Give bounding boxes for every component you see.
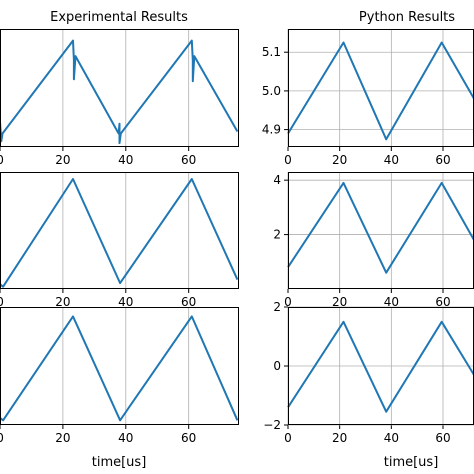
x-tick-label: 40 [384, 295, 399, 309]
x-tick-label: 40 [384, 431, 399, 445]
x-tick-label: 0 [284, 153, 292, 167]
series-line [0, 315, 239, 422]
y-tick-label: −2 [263, 418, 281, 432]
y-tick-label: 5.0 [262, 84, 281, 98]
x-tick-label: 60 [435, 153, 450, 167]
axes-frame [0, 172, 239, 289]
series-line [287, 181, 474, 274]
x-tick-label: 0 [0, 153, 4, 167]
title-python-results: Python Results [359, 10, 455, 25]
x-tick-label: 20 [55, 153, 70, 167]
y-tick-label: 4.9 [262, 123, 281, 137]
x-tick-label: 40 [384, 153, 399, 167]
axes-frame [0, 307, 239, 425]
y-tick-label: 2 [273, 300, 281, 314]
x-tick-label: 40 [118, 295, 133, 309]
title-experimental-results: Experimental Results [50, 10, 188, 25]
y-tick-label: 2 [273, 228, 281, 242]
xlabel-right: time[us] [384, 455, 439, 470]
y-tick-label: 0 [273, 359, 281, 373]
x-tick-label: 60 [181, 153, 196, 167]
x-tick-label: 60 [181, 431, 196, 445]
x-tick-label: 20 [55, 295, 70, 309]
x-tick-label: 0 [284, 431, 292, 445]
x-tick-label: 60 [435, 431, 450, 445]
series-line [0, 39, 239, 145]
series-line [287, 320, 474, 413]
panel-6: 0 20 40 60−202 [263, 300, 474, 445]
x-tick-label: 40 [118, 431, 133, 445]
x-tick-label: 40 [118, 153, 133, 167]
panel-2: 0 20 40 60 4.9 5.0 5.1 [262, 29, 474, 167]
xlabel-left: time[us] [92, 455, 147, 470]
panel-3: 0 20 40 60 [0, 172, 239, 309]
axes-frame [0, 29, 239, 147]
x-tick-label: 20 [55, 431, 70, 445]
x-tick-label: 60 [435, 295, 450, 309]
y-tick-label: 5.1 [262, 45, 281, 59]
x-tick-label: 0 [0, 431, 4, 445]
panel-1: 0 20 40 60 [0, 29, 239, 167]
y-tick-label: 4 [273, 173, 281, 187]
x-tick-label: 20 [332, 431, 347, 445]
x-tick-label: 20 [332, 295, 347, 309]
x-tick-label: 20 [332, 153, 347, 167]
panel-4: 0 20 40 60 2 4 [273, 172, 474, 309]
panel-5: 0 20 40 60 [0, 307, 239, 445]
x-tick-label: 0 [0, 295, 4, 309]
x-tick-label: 60 [181, 295, 196, 309]
series-line [0, 178, 239, 288]
x-tick-label: 0 [284, 295, 292, 309]
series-line [287, 41, 474, 141]
